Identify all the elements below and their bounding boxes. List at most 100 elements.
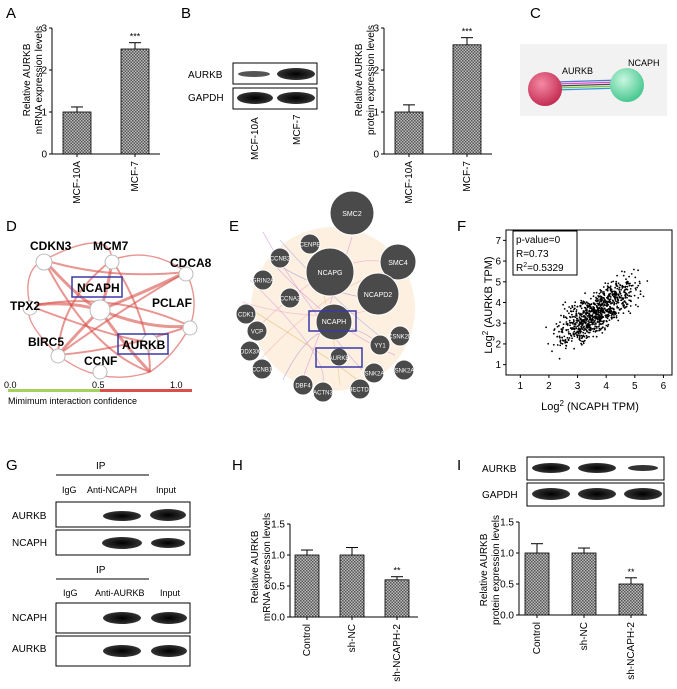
scatter-point	[589, 314, 592, 317]
scatter-point	[551, 350, 553, 353]
scatter-point	[608, 300, 611, 302]
panel-i-chart: Relative AURKB protein expression levels…	[479, 515, 647, 680]
scatter-point	[613, 301, 616, 304]
node-label-ccnb1: CCNB1	[252, 368, 273, 374]
scatter-point	[575, 309, 578, 311]
scatter-point	[629, 305, 632, 307]
scatter-point	[615, 296, 618, 299]
scatter-point	[584, 307, 587, 309]
scatter-point	[588, 309, 591, 312]
blot-band	[277, 92, 315, 104]
scatter-point	[576, 305, 579, 308]
scatter-point	[607, 323, 610, 326]
scatter-point	[620, 299, 623, 301]
edge	[99, 308, 191, 329]
node-label-smc4: SMC4	[388, 260, 408, 267]
scatter-point	[586, 312, 589, 314]
scatter-point	[618, 287, 621, 289]
scatter-point	[637, 305, 639, 308]
scatter-point	[572, 332, 575, 334]
scatter-point	[608, 310, 611, 313]
row-ncaph-bottom: NCAPH	[12, 613, 47, 624]
edge-line	[554, 79, 621, 83]
scatter-point	[572, 310, 575, 313]
scatter-point	[596, 317, 599, 320]
node-cdk1	[235, 303, 257, 325]
scatter-point	[615, 315, 618, 317]
scatter-point	[609, 298, 612, 300]
node-ddx3x	[239, 340, 261, 362]
scatter-point	[603, 311, 606, 314]
scatter-point	[584, 309, 587, 312]
node-ccnb1	[251, 358, 273, 380]
panel-a-y-tick-label: 3	[41, 24, 47, 35]
scatter-point	[593, 307, 595, 310]
legend-tick-05: 0.5	[92, 380, 105, 390]
scatter-point	[614, 286, 616, 289]
edge-line	[554, 87, 621, 91]
scatter-point	[625, 303, 628, 306]
scatter-point	[593, 328, 596, 331]
scatter-point	[574, 323, 577, 326]
scatter-point	[621, 285, 624, 288]
panel-a-x-tick-label: MCF-10A	[72, 161, 83, 204]
scatter-point	[567, 328, 569, 331]
network-node	[22, 300, 38, 316]
scatter-point	[602, 326, 604, 329]
lane-anti-ncaph: Anti-NCAPH	[87, 485, 137, 495]
edge	[43, 259, 151, 373]
scatter-point	[597, 311, 600, 314]
scatter-point	[583, 329, 585, 332]
scatter-point	[595, 335, 598, 338]
scatter-point	[586, 306, 589, 309]
scatter-point	[571, 327, 574, 330]
scatter-point	[637, 297, 640, 299]
scatter-point	[566, 341, 569, 344]
scatter-point	[610, 314, 613, 317]
panel-f-y-tick-label: 2	[495, 339, 501, 350]
scatter-point	[615, 280, 618, 283]
scatter-point	[629, 288, 632, 290]
scatter-point	[595, 315, 597, 318]
node-label-ncaph-e: NCAPH	[322, 319, 347, 326]
scatter-point	[562, 323, 565, 326]
node-cenpe	[299, 233, 321, 255]
lane-igg-bottom: IgG	[63, 588, 78, 598]
scatter-point	[622, 302, 624, 305]
scatter-point	[588, 331, 591, 334]
network-node	[104, 254, 120, 270]
scatter-point	[623, 304, 625, 307]
scatter-point	[593, 323, 595, 326]
scatter-point	[622, 274, 625, 277]
scatter-point	[619, 296, 621, 299]
edge	[57, 259, 113, 356]
scatter-point	[581, 343, 583, 346]
node-label-vcp: VCP	[251, 330, 263, 336]
lane-input-top: Input	[156, 485, 177, 495]
panel-f-x-tick-label: 6	[661, 381, 667, 392]
network-node	[182, 320, 198, 336]
scatter-point	[568, 306, 570, 308]
scatter-point	[628, 282, 630, 285]
node-label-hectd3: HECTD3	[348, 388, 373, 394]
scatter-point	[627, 310, 630, 313]
scatter-point	[566, 310, 569, 312]
scatter-point	[594, 299, 597, 302]
panel-h-bar	[294, 554, 320, 618]
scatter-point	[563, 335, 566, 338]
scatter-point	[587, 320, 590, 323]
scatter-point	[599, 291, 602, 294]
gene-ccnf: CCNF	[84, 354, 117, 368]
scatter-point	[637, 269, 639, 272]
panel-g-ip-top: IP	[96, 461, 106, 472]
panel-i-row-aurkb: AURKB	[482, 464, 517, 475]
scatter-point	[580, 326, 583, 329]
scatter-point	[573, 315, 575, 318]
panel-c-string: AURKB NCAPH	[520, 44, 667, 116]
scatter-point	[582, 300, 585, 303]
panel-f-xlabel: Log2 (NCAPH TPM)	[541, 399, 639, 413]
panel-i-axes: 0.0 0.5 1.0 1.5 Control sh-NC sh-NCAPH-2 **	[500, 518, 647, 680]
scatter-point	[570, 340, 573, 342]
gene-cdkn3: CDKN3	[30, 239, 72, 253]
panel-i-y-tick-label: 0.0	[500, 611, 514, 622]
